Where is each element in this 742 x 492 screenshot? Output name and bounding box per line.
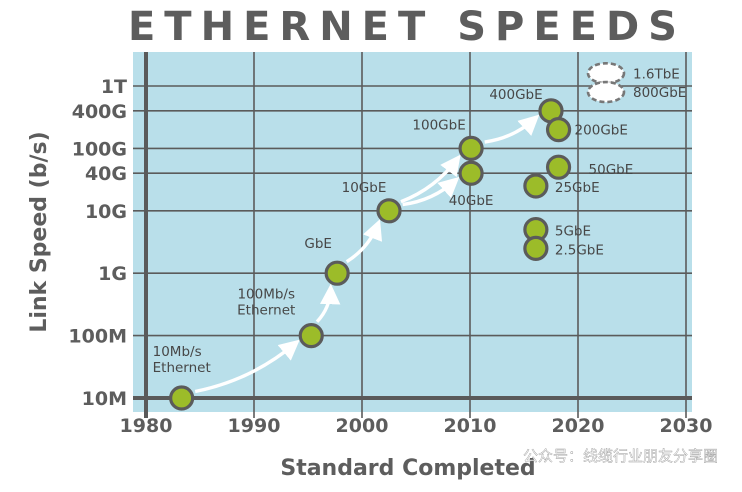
chart-title: ETHERNET SPEEDS: [128, 4, 686, 50]
trend-arrow: [345, 219, 383, 264]
point-label-line: 10Mb/s: [153, 344, 202, 360]
x-tick-label: 1980: [120, 415, 173, 437]
point-label: 2.5GbE: [555, 242, 604, 258]
point-label: 25GbE: [555, 180, 600, 196]
point-label: 10GbE: [342, 180, 387, 196]
x-tick-label: 1990: [228, 415, 281, 437]
point-label: 10Mb/s Ethernet: [153, 344, 211, 376]
point-label: 400GbE: [489, 87, 542, 103]
point-label: 50GbE: [589, 162, 634, 178]
data-points: [169, 98, 572, 411]
point-label-line: 25GbE: [555, 180, 600, 196]
y-tick-label: 400G: [72, 101, 127, 123]
point-label: GbE: [304, 236, 332, 252]
point-label-line: 5GbE: [555, 224, 591, 240]
data-point: [458, 135, 484, 161]
x-axis-title: Standard Completed: [280, 456, 535, 481]
future-label: 800GbE: [633, 85, 686, 101]
y-tick-label: 10M: [82, 388, 127, 410]
future-label: 1.6TbE: [633, 66, 680, 82]
point-label: 200GbE: [575, 123, 628, 139]
x-tick-label: 2010: [444, 415, 497, 437]
point-label: 40GbE: [449, 193, 494, 209]
data-point: [324, 260, 350, 286]
point-label-line: GbE: [304, 236, 332, 252]
y-tick-label: 1T: [101, 76, 127, 98]
axes: 1980 1990 2000 2010 2020 2030 10M 100M 1G 10G 40G 1…: [68, 52, 712, 437]
point-label-line: 400GbE: [489, 87, 542, 103]
y-tick-label: 100M: [68, 326, 127, 348]
point-label-line: 10GbE: [342, 180, 387, 196]
future-marker: [586, 80, 626, 104]
data-point: [169, 385, 195, 411]
point-label-line: 2.5GbE: [555, 242, 604, 258]
y-axis-title: Link Speed (b/s): [27, 131, 52, 332]
point-label-line: 100Mb/s: [237, 287, 295, 303]
point-label: 100Mb/s Ethernet: [237, 287, 295, 319]
trend-arrow: [194, 339, 300, 394]
x-tick-label: 2020: [552, 415, 605, 437]
trend-arrows: [194, 114, 540, 394]
point-label: 5GbE: [555, 224, 591, 240]
point-label-line: 40GbE: [449, 193, 494, 209]
x-tick-label: 2030: [660, 415, 713, 437]
point-label-line: Ethernet: [237, 303, 295, 319]
point-label-line: 100GbE: [412, 117, 465, 133]
data-point: [458, 160, 484, 186]
point-label-line: 200GbE: [575, 123, 628, 139]
data-point: [545, 117, 572, 143]
future-marker: [586, 61, 626, 85]
trend-arrow: [315, 283, 341, 323]
trend-arrow: [402, 176, 460, 207]
plot-area: [133, 52, 692, 412]
future-markers: 1.6TbE 800GbE: [586, 61, 686, 104]
point-label: 100GbE: [412, 117, 465, 133]
data-point: [523, 173, 549, 199]
x-tick-label: 2000: [336, 415, 389, 437]
data-point: [298, 323, 324, 349]
data-point: [523, 235, 549, 261]
data-point: [545, 154, 572, 180]
point-label-line: 50GbE: [589, 162, 634, 178]
y-tick-label: 40G: [85, 163, 127, 185]
y-tick-label: 1G: [98, 263, 127, 285]
grid-lines: [133, 52, 692, 418]
watermark-text: 公众号：线缆行业朋友分享圈: [523, 447, 718, 465]
y-tick-label: 100G: [72, 138, 127, 160]
trend-arrow: [484, 114, 540, 144]
data-point: [376, 198, 402, 224]
point-label-line: Ethernet: [153, 360, 211, 376]
y-tick-label: 10G: [85, 201, 127, 223]
trend-arrow: [400, 154, 461, 204]
